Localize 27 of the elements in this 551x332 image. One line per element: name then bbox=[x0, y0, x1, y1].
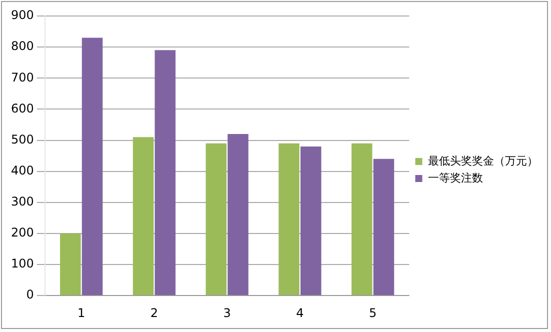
bar bbox=[278, 143, 300, 296]
y-tick-label: 500 bbox=[11, 132, 34, 146]
y-tick-label: 100 bbox=[11, 256, 34, 271]
x-tick-label: 5 bbox=[368, 306, 377, 320]
x-tick-label: 1 bbox=[78, 306, 86, 320]
bar bbox=[352, 143, 372, 296]
y-tick-label: 400 bbox=[11, 163, 34, 178]
x-tick-label: 2 bbox=[150, 306, 158, 320]
bar bbox=[82, 38, 103, 296]
y-tick-label: 600 bbox=[11, 101, 34, 116]
y-tick-label: 200 bbox=[11, 226, 34, 240]
bar bbox=[300, 146, 322, 296]
y-tick-label: 900 bbox=[11, 8, 34, 22]
y-tick-label: 800 bbox=[11, 39, 34, 54]
bar bbox=[132, 137, 154, 296]
y-tick-label: 700 bbox=[11, 70, 34, 84]
y-tick-label: 300 bbox=[11, 194, 34, 209]
bar bbox=[60, 233, 81, 296]
bar bbox=[206, 143, 227, 296]
y-tick-label: 0 bbox=[26, 288, 34, 302]
bar bbox=[373, 158, 394, 296]
x-tick-label: 4 bbox=[296, 306, 304, 320]
legend-label: 最低头奖奖金（万元） bbox=[428, 154, 538, 168]
bar bbox=[228, 134, 248, 296]
x-tick-label: 3 bbox=[223, 306, 231, 320]
bar bbox=[154, 50, 176, 296]
legend-label: 一等奖注数 bbox=[428, 171, 483, 184]
